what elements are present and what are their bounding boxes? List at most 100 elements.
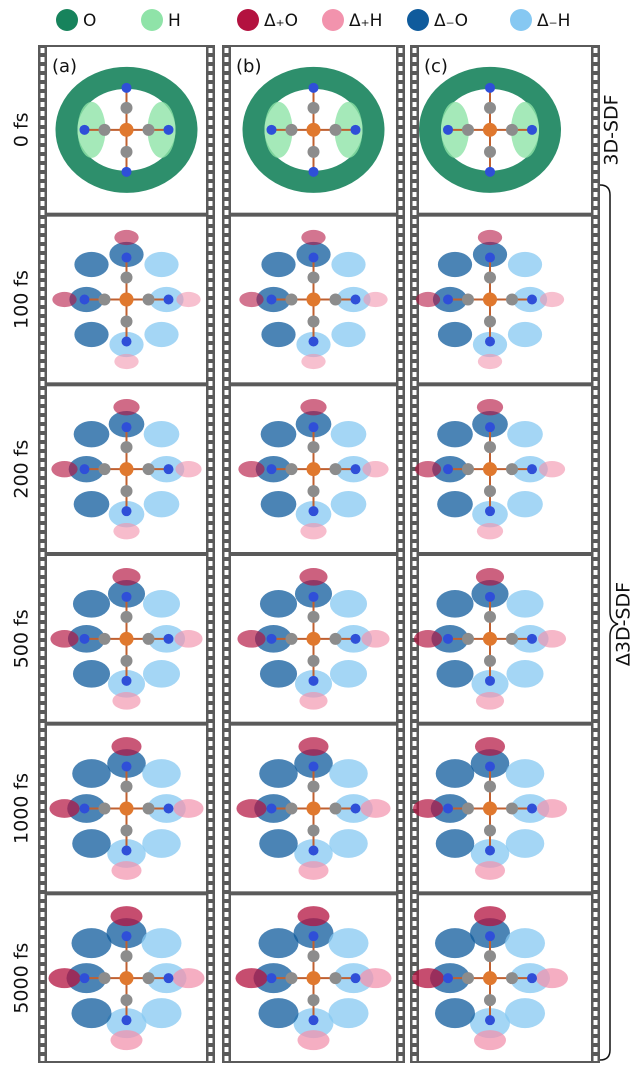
sprocket-hole	[413, 138, 417, 143]
sprocket-hole	[209, 363, 213, 368]
sprocket-hole	[399, 444, 403, 449]
page: OHΔ₊OΔ₊HΔ₋OΔ₋H(a)(b)(c)0 fs100 fs200 fs5…	[0, 0, 635, 1065]
sprocket-hole	[209, 543, 213, 548]
sprocket-hole	[594, 597, 598, 602]
sprocket-hole	[225, 876, 229, 881]
sprocket-hole	[41, 669, 45, 674]
sprocket-hole	[225, 228, 229, 233]
sprocket-hole	[225, 183, 229, 188]
atom-metal	[483, 802, 497, 816]
sprocket-hole	[209, 237, 213, 242]
sprocket-hole	[413, 174, 417, 179]
sprocket-hole	[41, 336, 45, 341]
sprocket-hole	[594, 381, 598, 386]
sprocket-hole	[225, 723, 229, 728]
atom-n	[351, 973, 361, 983]
sprocket-hole	[209, 210, 213, 215]
atom-c	[484, 146, 496, 158]
sprocket-hole	[225, 741, 229, 746]
sprocket-hole	[594, 1011, 598, 1016]
sprocket-hole	[225, 318, 229, 323]
sprocket-hole	[399, 183, 403, 188]
sprocket-hole	[399, 102, 403, 107]
atom-c	[308, 825, 320, 837]
sprocket-hole	[399, 561, 403, 566]
sprocket-hole	[225, 642, 229, 647]
sprocket-hole	[225, 192, 229, 197]
density-blob	[74, 252, 108, 277]
sprocket-hole	[399, 318, 403, 323]
sprocket-hole	[209, 120, 213, 125]
sprocket-hole	[594, 507, 598, 512]
sprocket-hole	[209, 129, 213, 134]
sprocket-hole	[399, 579, 403, 584]
sprocket-hole	[209, 822, 213, 827]
sprocket-hole	[413, 894, 417, 899]
sprocket-hole	[594, 543, 598, 548]
sprocket-hole	[41, 534, 45, 539]
sprocket-hole	[41, 651, 45, 656]
sprocket-hole	[209, 894, 213, 899]
atom-c	[143, 124, 155, 136]
legend-swatch	[141, 9, 163, 31]
sprocket-hole	[413, 147, 417, 152]
sprocket-hole	[225, 957, 229, 962]
sprocket-hole	[399, 345, 403, 350]
sprocket-hole	[413, 210, 417, 215]
atom-n	[122, 337, 132, 347]
sprocket-hole	[413, 390, 417, 395]
sprocket-hole	[413, 399, 417, 404]
density-blob	[143, 660, 180, 688]
sprocket-hole	[413, 66, 417, 71]
density-blob	[260, 660, 297, 688]
sprocket-hole	[41, 111, 45, 116]
atom-c	[484, 825, 496, 837]
atom-n	[80, 804, 90, 814]
sprocket-hole	[225, 732, 229, 737]
sprocket-hole	[225, 372, 229, 377]
sprocket-hole	[225, 777, 229, 782]
sprocket-hole	[594, 408, 598, 413]
sprocket-hole	[225, 579, 229, 584]
atom-n	[164, 973, 174, 983]
sprocket-hole	[41, 498, 45, 503]
sprocket-hole	[399, 849, 403, 854]
sprocket-hole	[225, 795, 229, 800]
sprocket-hole	[594, 768, 598, 773]
sprocket-hole	[225, 1002, 229, 1007]
sprocket-hole	[209, 354, 213, 359]
density-blob	[261, 491, 297, 517]
atom-n	[443, 125, 453, 135]
sprocket-hole	[225, 597, 229, 602]
atom-c	[330, 633, 342, 645]
sprocket-hole	[413, 381, 417, 386]
sprocket-hole	[594, 435, 598, 440]
sprocket-hole	[594, 444, 598, 449]
sprocket-hole	[41, 48, 45, 53]
sprocket-hole	[225, 921, 229, 926]
sprocket-hole	[225, 939, 229, 944]
sprocket-hole	[413, 435, 417, 440]
atom-n	[527, 973, 537, 983]
sprocket-hole	[413, 453, 417, 458]
density-blob	[300, 399, 326, 415]
sprocket-hole	[399, 1029, 403, 1034]
sprocket-hole	[225, 1011, 229, 1016]
sprocket-hole	[399, 534, 403, 539]
sprocket-hole	[413, 570, 417, 575]
density-blob	[331, 491, 367, 517]
sprocket-hole	[41, 372, 45, 377]
density-blob	[111, 861, 141, 880]
sprocket-hole	[399, 597, 403, 602]
sprocket-hole	[413, 651, 417, 656]
atom-n	[164, 125, 174, 135]
sprocket-hole	[399, 777, 403, 782]
atom-c	[286, 124, 298, 136]
sprocket-hole	[399, 165, 403, 170]
sprocket-hole	[594, 930, 598, 935]
density-blob	[239, 292, 263, 307]
sprocket-hole	[413, 102, 417, 107]
sprocket-hole	[225, 588, 229, 593]
density-blob	[298, 737, 328, 756]
sprocket-hole	[41, 435, 45, 440]
